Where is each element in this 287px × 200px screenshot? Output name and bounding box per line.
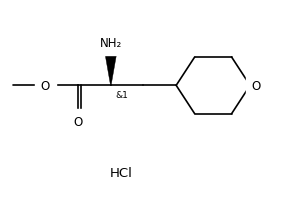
Text: O: O [251,79,261,92]
Text: &1: &1 [116,91,129,100]
Text: O: O [73,115,83,128]
Text: HCl: HCl [109,167,132,179]
Text: NH₂: NH₂ [100,37,122,50]
Text: O: O [41,79,50,92]
Polygon shape [105,55,117,86]
